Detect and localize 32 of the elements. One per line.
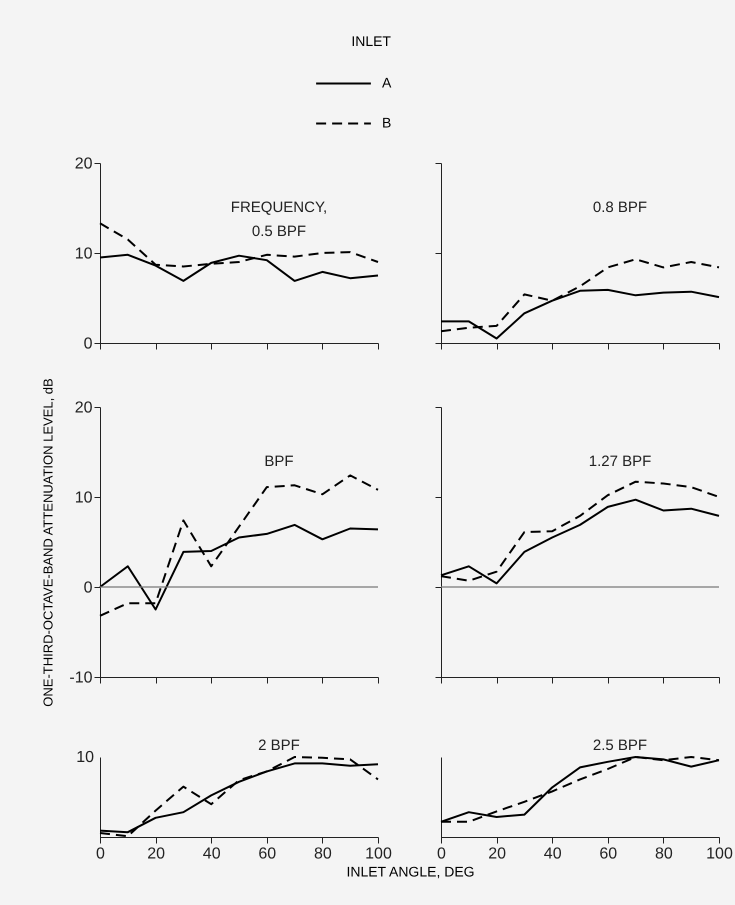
y-tick-label: 0 — [84, 580, 93, 596]
text: 0.8 BPF — [592, 199, 648, 216]
x-tick-label: 20 — [147, 846, 166, 862]
y-tick-label: 10 — [74, 246, 93, 262]
y-tick-label: 20 — [74, 400, 93, 416]
text: 0.5 BPF — [252, 223, 306, 240]
chart-title: 2.5 BPF — [592, 737, 648, 754]
y-tick-label: 0 — [84, 336, 93, 352]
line-series — [99, 474, 379, 617]
x-tick-label: 40 — [544, 846, 562, 862]
x-tick-label: 60 — [258, 846, 276, 862]
y-tick-label: 20 — [74, 156, 93, 172]
x-axis-title: INLET ANGLE, DEG — [346, 864, 475, 880]
x-tick-label: 100 — [365, 846, 392, 862]
x-tick-label: 80 — [655, 846, 673, 862]
x-tick-label: 20 — [488, 846, 506, 862]
text: 1.27 BPF — [588, 453, 652, 470]
legend-label: A — [382, 74, 392, 90]
x-tick-label: 100 — [706, 846, 733, 862]
text: BPF — [264, 453, 294, 470]
x-tick-label: 60 — [599, 846, 618, 862]
x-tick-label: 0 — [96, 846, 106, 862]
annotation: FREQUENCY, — [230, 199, 328, 216]
legend-label: B — [382, 114, 392, 130]
y-tick-label: 10 — [74, 490, 93, 506]
y-axis-title: ONE-THIRD-OCTAVE-BAND ATTENUATION LEVEL, dB — [40, 378, 56, 707]
x-tick-label: 0 — [437, 846, 446, 862]
y-tick-label: -10 — [69, 670, 93, 686]
x-tick-label: 80 — [314, 846, 332, 862]
x-tick-label: 40 — [202, 846, 221, 862]
chart-title: 2 BPF — [258, 737, 300, 754]
legend-title: INLET — [351, 33, 392, 49]
